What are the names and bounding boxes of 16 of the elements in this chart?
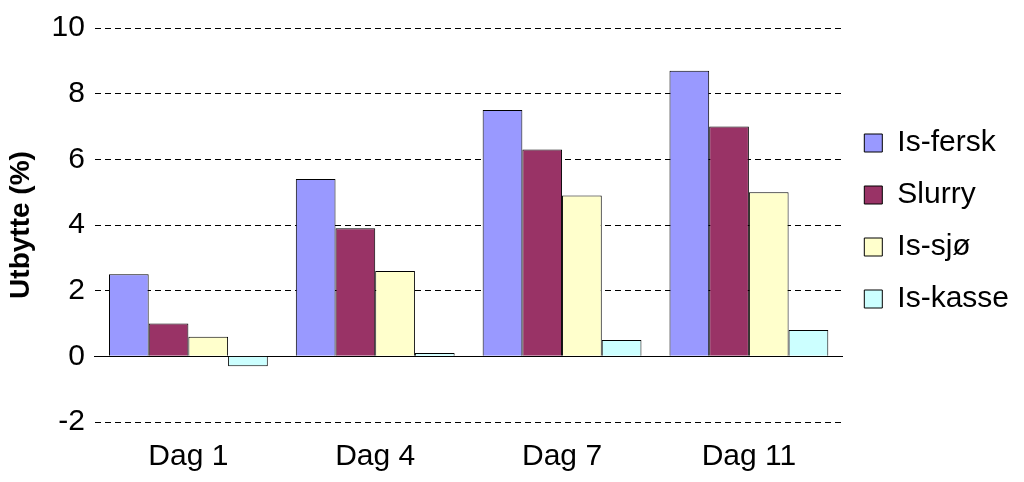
x-tick-label: Dag 7: [522, 437, 603, 471]
y-tick-label: 4: [68, 206, 85, 240]
legend-label: Is-kasse: [897, 280, 1010, 314]
legend-label: Is-sjø: [897, 228, 971, 262]
x-tick-label: Dag 11: [701, 437, 797, 471]
x-tick-label: Dag 4: [335, 437, 416, 471]
y-tick-label: -2: [58, 403, 85, 437]
y-axis-title: Utbytte (%): [3, 151, 35, 299]
y-tick-label: 2: [68, 271, 85, 305]
legend-label: Slurry: [897, 176, 976, 210]
y-tick-label: 6: [68, 140, 85, 174]
y-tick-label: 8: [68, 74, 85, 108]
x-tick-label: Dag 1: [148, 437, 229, 471]
y-tick-label: 0: [68, 337, 85, 371]
legend-label: Is-fersk: [897, 124, 997, 158]
y-tick-label: 10: [51, 9, 85, 43]
